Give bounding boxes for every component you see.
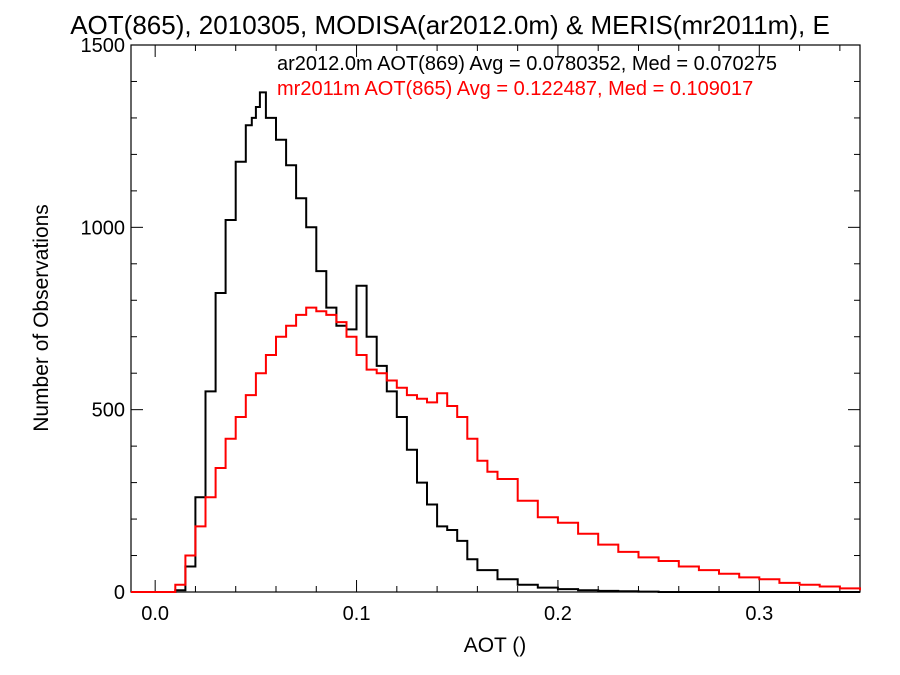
x-tick-label: 0.1 [343, 603, 371, 625]
x-tick-label: 0.0 [141, 603, 169, 625]
y-tick-label: 0 [114, 582, 125, 604]
x-tick-label: 0.3 [745, 603, 773, 625]
x-axis-label: AOT () [464, 634, 527, 657]
y-tick-label: 1000 [81, 217, 126, 239]
y-axis-label: Number of Observations [30, 204, 53, 432]
series-line-0 [131, 91, 860, 593]
plot-frame [130, 44, 861, 593]
legend-entry-1: mr2011m AOT(865) Avg = 0.122487, Med = 0… [277, 78, 753, 100]
x-tick-label: 0.2 [544, 603, 572, 625]
legend: ar2012.0m AOT(869) Avg = 0.0780352, Med … [277, 53, 777, 100]
tick-labels: 0 500 1000 1500 0.0 0.1 0.2 0.3 [81, 35, 774, 625]
series-line-1 [131, 306, 861, 593]
tick-marks [131, 44, 860, 593]
legend-entry-0: ar2012.0m AOT(869) Avg = 0.0780352, Med … [277, 53, 777, 75]
y-tick-label: 500 [92, 400, 125, 422]
y-tick-label: 1500 [81, 35, 126, 57]
chart-title: AOT(865), 2010305, MODISA(ar2012.0m) & M… [70, 10, 830, 40]
series-group [131, 91, 861, 593]
